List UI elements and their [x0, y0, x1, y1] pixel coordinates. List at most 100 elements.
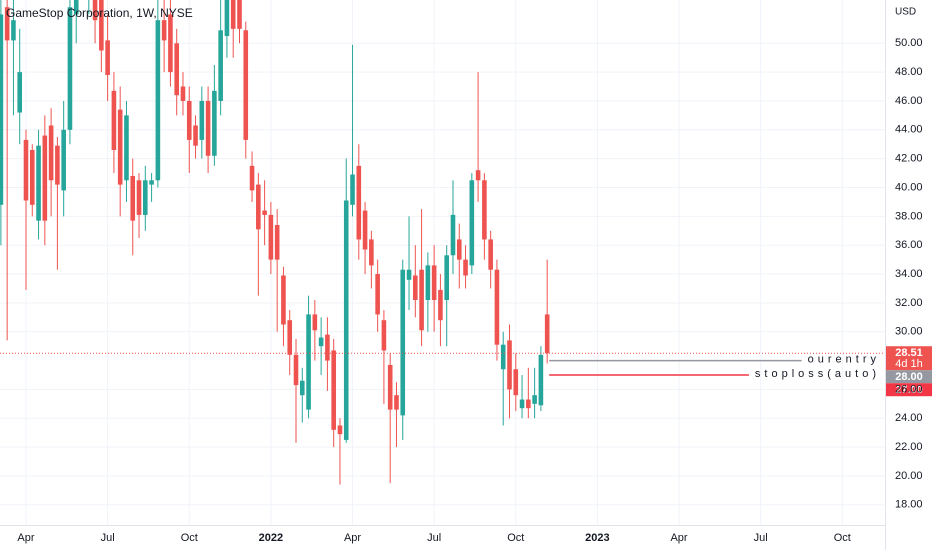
candle-body	[532, 395, 537, 404]
y-tick-label: 42.00	[895, 153, 923, 165]
candle-body	[130, 175, 136, 221]
price-label: 28.51	[895, 347, 923, 359]
candle-body	[387, 364, 393, 410]
candle-body	[331, 350, 336, 430]
candle-body	[61, 129, 66, 191]
candle-body	[362, 210, 368, 250]
candle-body	[494, 269, 500, 345]
candle-body	[42, 135, 48, 221]
candle-body	[519, 399, 525, 409]
candle-body	[155, 20, 161, 181]
y-tick-label: 46.00	[895, 95, 923, 107]
annotation-label-box	[886, 370, 932, 384]
currency: USD	[895, 7, 916, 18]
y-tick-label: 40.00	[895, 181, 923, 193]
candle-body	[262, 210, 267, 215]
candle-body	[438, 289, 443, 321]
candle-body	[193, 125, 198, 146]
candle-body	[17, 72, 23, 113]
candle-body	[212, 90, 217, 156]
x-tick-label: Oct	[507, 532, 524, 544]
candle-body	[488, 239, 493, 270]
candle-body	[11, 20, 16, 41]
x-tick-label: 2023	[585, 532, 609, 544]
candle-body	[92, 0, 98, 21]
candle-body	[544, 314, 550, 354]
candle-body	[312, 314, 318, 331]
candle-body	[205, 100, 211, 156]
candle-body	[381, 320, 387, 351]
candle-body	[281, 275, 286, 325]
x-tick-label: Apr	[344, 532, 361, 544]
chart-title: GameStop Corporation, 1W, NYSE	[6, 6, 193, 20]
candle-body	[237, 0, 242, 29]
candle-body	[136, 180, 142, 215]
candle-body	[29, 150, 35, 205]
candle-body	[199, 100, 205, 140]
y-tick-label: 20.00	[895, 470, 923, 482]
candle-body	[350, 174, 355, 205]
candle-body	[325, 334, 330, 361]
x-tick-label: Apr	[17, 532, 34, 544]
y-tick-label: 44.00	[895, 124, 923, 136]
annotation-text: ourentry	[808, 353, 880, 365]
candle-body	[218, 30, 223, 101]
annotation-label-box	[886, 383, 932, 397]
x-tick-label: 2022	[259, 532, 283, 544]
candle-body	[224, 0, 230, 37]
candle-body	[507, 340, 512, 390]
candle-body	[256, 184, 261, 230]
price-label-box	[886, 346, 932, 371]
plot	[0, 0, 885, 485]
y-tick-label: 18.00	[895, 499, 923, 511]
candle-body	[99, 0, 104, 51]
x-tick-label: Apr	[670, 532, 687, 544]
x-tick-label: Oct	[181, 532, 198, 544]
candle-body	[526, 399, 531, 409]
candle-body	[4, 7, 10, 41]
x-tick-label: Jul	[427, 532, 441, 544]
candle-body	[0, 14, 4, 205]
candle-body	[413, 275, 418, 300]
candle-body	[268, 214, 274, 260]
candle-body	[431, 265, 437, 300]
candle-body	[369, 239, 374, 266]
candle-body	[249, 165, 255, 191]
candle-body	[343, 200, 349, 440]
candle-body	[394, 395, 399, 410]
annotation-label: 27.00	[895, 384, 923, 396]
candle-body	[36, 145, 41, 221]
countdown: 4d 1h	[895, 358, 923, 370]
annotation-text: stoploss(auto)	[755, 368, 880, 380]
candle-body	[306, 314, 311, 410]
candle-body	[168, 14, 173, 73]
candle-body	[375, 274, 380, 315]
x-tick-label: Oct	[834, 532, 851, 544]
candle-body	[463, 259, 468, 276]
candle-body	[48, 125, 54, 181]
x-tick-label: Jul	[754, 532, 768, 544]
candle-body	[274, 225, 280, 260]
candle-body	[419, 269, 424, 331]
y-tick-label: 30.00	[895, 326, 923, 338]
y-tick-label: 38.00	[895, 210, 923, 222]
candle-body	[500, 344, 506, 370]
candle-body	[149, 180, 154, 185]
candle-body	[243, 30, 249, 140]
candle-body	[356, 165, 362, 240]
candle-body	[105, 40, 110, 75]
candle-body	[475, 170, 481, 181]
candle-body	[406, 269, 412, 280]
candle-body	[538, 354, 544, 406]
candle-body	[55, 145, 60, 185]
candle-body	[73, 0, 79, 15]
candle-body	[482, 180, 487, 240]
candle-body	[143, 180, 148, 215]
candle-body	[318, 337, 324, 347]
candle-body	[186, 100, 192, 140]
candle-body	[111, 90, 117, 150]
candle-body	[117, 109, 123, 185]
x-tick-label: Jul	[101, 532, 115, 544]
